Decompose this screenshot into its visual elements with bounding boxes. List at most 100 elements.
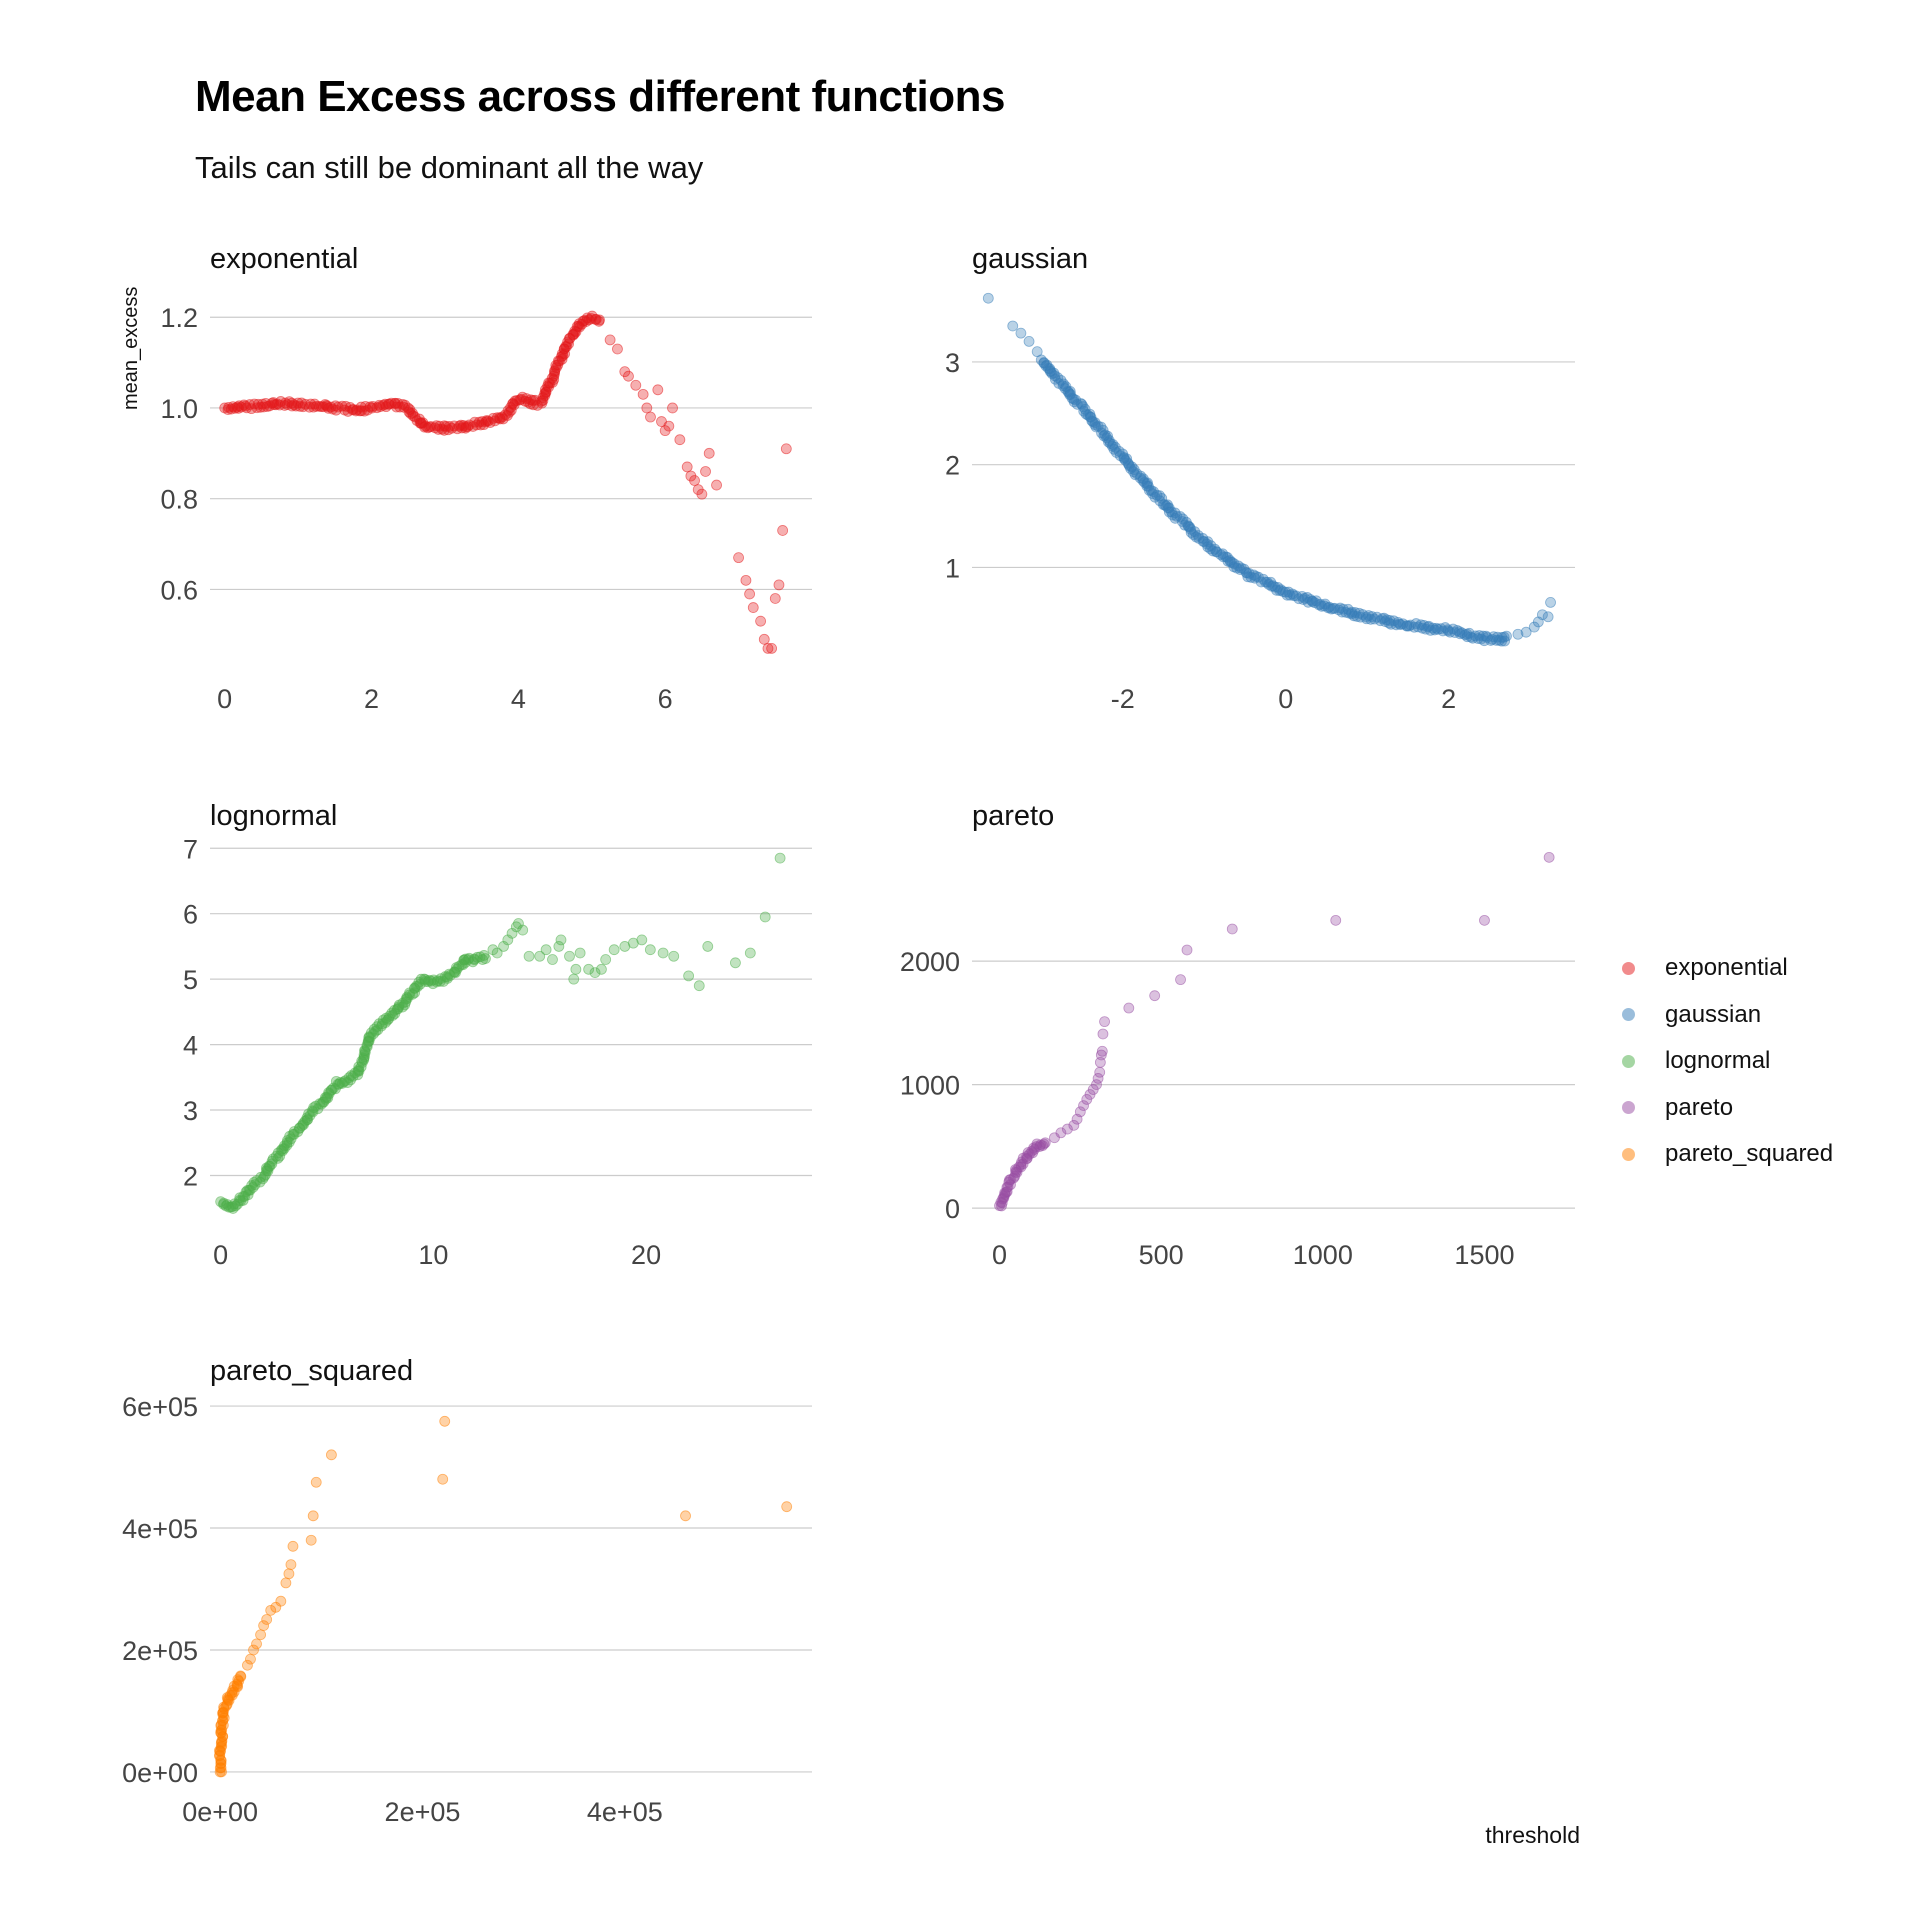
data-point: [265, 1604, 277, 1616]
data-point: [1091, 1079, 1102, 1091]
data-point: [280, 1577, 292, 1589]
data-point: [781, 1501, 793, 1513]
data-point: [326, 1449, 337, 1461]
data-point: [1226, 923, 1238, 935]
data-point: [1097, 1028, 1109, 1040]
data-point: [1099, 1016, 1110, 1028]
data-point: [773, 579, 785, 591]
y-tick-label: 2: [183, 1161, 198, 1191]
data-point: [636, 934, 648, 946]
facet-label: gaussian: [972, 243, 1088, 275]
data-point: [564, 950, 575, 962]
data-point: [604, 334, 616, 346]
data-point: [1007, 320, 1019, 332]
data-point: [637, 388, 649, 400]
legend: exponential gaussian lognormal pareto pareto…: [1622, 945, 1833, 1178]
data-point: [744, 588, 755, 600]
data-point: [288, 1126, 300, 1137]
data-point: [1095, 1049, 1107, 1061]
data-point: [1078, 1100, 1089, 1112]
data-point: [1543, 851, 1555, 863]
data-point: [409, 987, 421, 999]
legend-key: [1622, 1147, 1635, 1161]
data-point: [1520, 626, 1532, 638]
legend-label: pareto: [1665, 1093, 1734, 1121]
x-tick-label: 0e+00: [182, 1797, 258, 1827]
panel-pareto_squared: 0e+00 2e+05 4e+05 6e+05 0e+00 2e+05 4e+05 paret…: [122, 1355, 812, 1827]
data-point: [1061, 1123, 1073, 1135]
data-point: [1096, 1045, 1108, 1057]
data-point: [251, 1638, 262, 1650]
data-point: [540, 944, 552, 956]
legend-key: [1622, 961, 1635, 975]
panel-gaussian: 1 2 3 -2 0 2 gaussian: [945, 243, 1575, 714]
panel-pareto: 0 1000 2000 0 500 1000 1500 pareto: [900, 800, 1575, 1270]
facet-label: exponential: [210, 243, 358, 275]
chart-title: Mean Excess across different functions: [195, 72, 1005, 121]
data-point: [747, 602, 759, 613]
data-point: [740, 574, 752, 586]
x-tick-label: 4e+05: [587, 1797, 663, 1827]
x-tick-label: 0: [213, 1240, 228, 1270]
data-point: [242, 1659, 253, 1671]
data-point: [553, 941, 565, 952]
legend-item-pareto_squared: pareto_squared: [1622, 1131, 1833, 1178]
x-tick-label: 2: [1441, 684, 1456, 714]
data-point: [674, 434, 686, 446]
y-tick-label: 5: [183, 965, 198, 995]
legend-key: [1622, 1101, 1635, 1115]
data-point: [630, 379, 642, 391]
data-point: [556, 353, 568, 365]
x-tick-label: 10: [418, 1240, 448, 1270]
data-point: [506, 927, 518, 939]
y-tick-label: 2000: [900, 947, 960, 977]
data-point: [1545, 596, 1556, 608]
data-point: [755, 615, 767, 627]
x-tick-label: 2e+05: [385, 1797, 461, 1827]
y-tick-label: 6e+05: [122, 1392, 198, 1422]
panel-exponential: 0.6 0.8 1.0 1.2 0 2 4 6 exponential: [160, 243, 812, 714]
y-tick-label: 1000: [900, 1071, 960, 1101]
data-point: [689, 475, 700, 486]
data-point: [693, 980, 705, 992]
y-tick-label: 1.0: [160, 394, 198, 424]
data-point: [1542, 611, 1554, 623]
data-point: [245, 1653, 256, 1665]
data-point: [652, 384, 664, 396]
data-point: [261, 1614, 273, 1625]
data-point: [555, 934, 567, 946]
data-point: [1479, 914, 1490, 926]
facet-label: lognormal: [210, 800, 337, 832]
x-tick-label: 1500: [1454, 1240, 1514, 1270]
data-point: [1181, 944, 1193, 956]
data-point: [491, 947, 503, 959]
y-axis-label: mean_excess: [120, 286, 142, 410]
data-point: [359, 1051, 370, 1063]
data-point: [367, 400, 379, 412]
data-point: [568, 973, 580, 985]
x-tick-label: 0: [1278, 684, 1293, 714]
data-point: [255, 1629, 266, 1641]
panel-lognormal: 2 3 4 5 6 7 0 10 20 lognormal: [183, 800, 812, 1270]
data-point: [703, 447, 715, 459]
facet-label: pareto: [972, 800, 1054, 832]
data-point: [570, 963, 582, 975]
data-point: [502, 934, 514, 946]
x-tick-label: 1000: [1293, 1240, 1353, 1270]
data-point: [287, 1540, 299, 1552]
data-point: [702, 941, 714, 952]
data-point: [534, 950, 546, 962]
y-tick-label: 7: [183, 834, 198, 864]
data-point: [777, 525, 789, 536]
data-point: [480, 953, 491, 964]
data-point: [505, 404, 517, 416]
data-point: [1055, 1127, 1067, 1139]
data-point: [1175, 974, 1186, 986]
data-point: [608, 944, 620, 956]
y-tick-label: 0: [945, 1194, 960, 1224]
data-point: [1023, 335, 1035, 347]
data-point: [1074, 1106, 1086, 1118]
data-point: [498, 941, 509, 952]
data-point: [700, 466, 711, 477]
x-tick-label: 6: [658, 684, 673, 714]
